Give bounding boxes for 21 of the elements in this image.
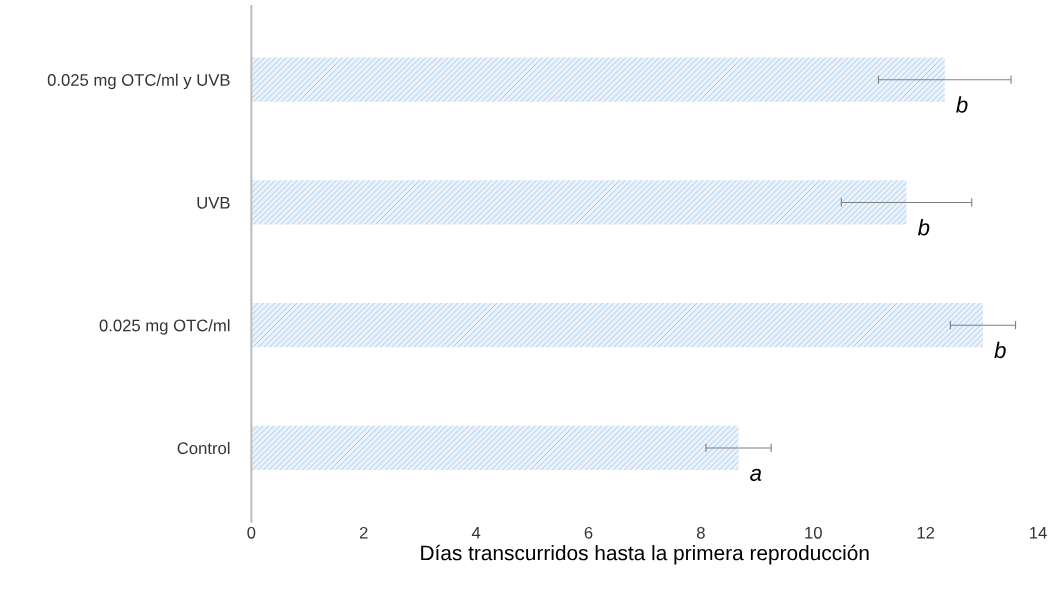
bar — [251, 425, 739, 471]
y-tick-label: 0.025 mg OTC/ml — [99, 319, 230, 335]
x-tick-label: 10 — [805, 526, 822, 539]
y-tick-label: UVB — [197, 197, 230, 209]
x-axis-title: Días transcurridos hasta la primera reproducción — [421, 544, 869, 565]
bar — [251, 180, 907, 225]
x-tick-label: 8 — [696, 526, 705, 539]
annotation: a — [750, 468, 762, 481]
x-tick-label: 12 — [917, 526, 935, 539]
x-tick-label: 4 — [471, 527, 481, 539]
bar — [251, 57, 945, 102]
x-tick-label: 6 — [584, 526, 593, 539]
bar — [251, 303, 983, 348]
x-tick-label: 2 — [359, 526, 368, 539]
x-tick-label: 14 — [1030, 527, 1047, 539]
annotation: b — [994, 341, 1006, 359]
y-tick-label: 0.025 mg OTC/ml y UVB — [47, 73, 230, 90]
y-tick-label: Control — [177, 441, 230, 455]
x-tick-label: 0 — [247, 526, 256, 539]
annotation: b — [956, 96, 968, 113]
annotation: b — [917, 219, 930, 236]
